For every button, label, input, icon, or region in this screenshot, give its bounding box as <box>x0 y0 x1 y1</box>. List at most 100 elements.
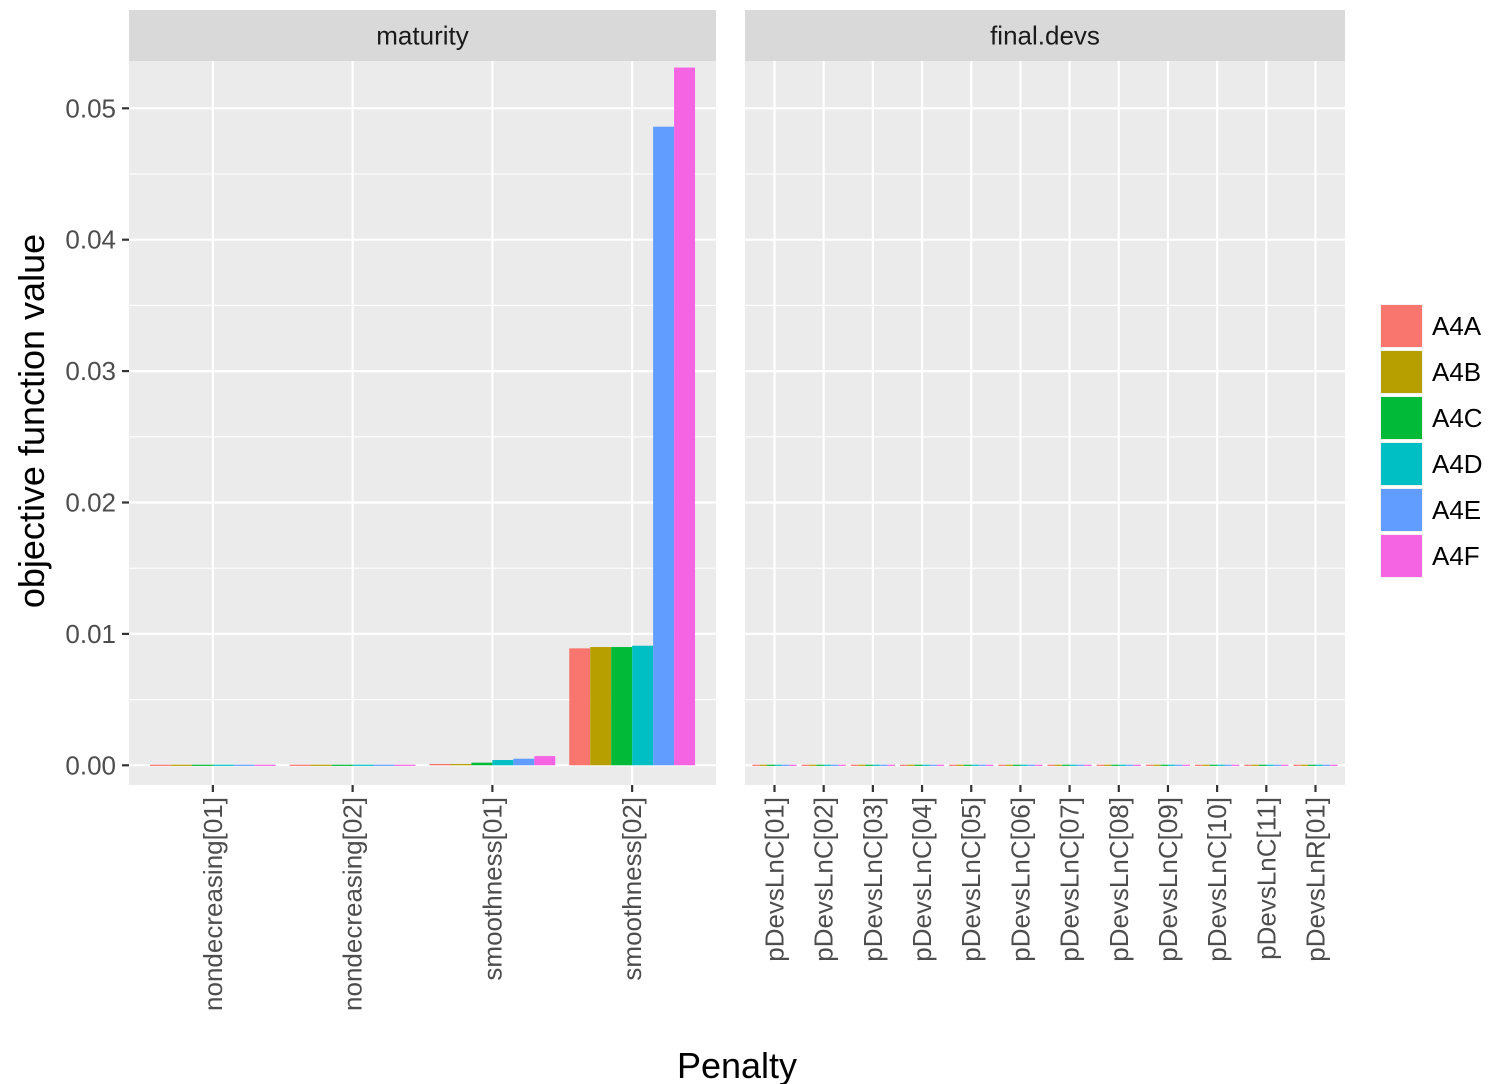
bar-a4a-pdevslnr-01 <box>1293 764 1301 766</box>
bar-a4d-smoothness-01 <box>492 760 514 766</box>
bar-a4a-pdevslnc-08 <box>1096 764 1105 766</box>
bar-a4b-pdevslnc-11 <box>1251 764 1259 766</box>
bar-a4d-pdevslnc-02 <box>823 764 832 766</box>
bar-a4e-pdevslnc-08 <box>1126 764 1134 766</box>
bar-a4b-pdevslnc-05 <box>956 764 964 766</box>
bar-a4b-smoothness-01 <box>450 763 472 766</box>
x-tick-label: nondecreasing[01] <box>198 797 228 1011</box>
x-tick-label: pDevsLnC[10] <box>1202 797 1232 962</box>
facet-strip-label: maturity <box>376 21 468 51</box>
bar-a4a-pdevslnc-10 <box>1195 764 1203 766</box>
bar-a4c-nondecreasing-02 <box>331 764 353 766</box>
bar-a4a-pdevslnc-04 <box>899 764 908 766</box>
bar-a4a-smoothness-02 <box>569 648 591 766</box>
y-axis: 0.00 0.01 0.02 0.03 0.04 0.05 <box>65 93 129 780</box>
bar-a4c-nondecreasing-01 <box>191 764 213 766</box>
facet-strip <box>129 10 716 61</box>
bar-a4a-pdevslnc-01 <box>752 764 760 766</box>
x-tick-label: pDevsLnC[03] <box>858 797 888 962</box>
facet-strip <box>745 10 1345 61</box>
bar-a4d-pdevslnc-07 <box>1069 764 1077 766</box>
bar-a4e-pdevslnc-04 <box>929 764 937 766</box>
bar-a4f-pdevslnc-11 <box>1281 764 1289 766</box>
bar-a4b-pdevslnc-01 <box>759 764 768 766</box>
bar-a4c-pdevslnc-08 <box>1111 764 1119 766</box>
bar-a4c-pdevslnc-09 <box>1160 764 1168 766</box>
bar-a4a-pdevslnc-09 <box>1145 764 1154 766</box>
bar-a4c-pdevslnc-04 <box>914 764 923 766</box>
legend-item-a4e: A4E <box>1380 488 1481 532</box>
bar-a4f-nondecreasing-02 <box>394 764 416 766</box>
bar-a4d-nondecreasing-02 <box>352 764 374 766</box>
bar-a4e-pdevslnc-01 <box>781 764 790 766</box>
bar-a4c-pdevslnc-01 <box>767 764 775 766</box>
legend-swatch <box>1381 351 1422 393</box>
bar-a4d-pdevslnc-06 <box>1020 764 1028 766</box>
bar-a4d-pdevslnc-11 <box>1266 764 1274 766</box>
y-tick-label: 0.04 <box>65 225 116 255</box>
bar-a4f-nondecreasing-01 <box>254 764 276 766</box>
x-tick-label: pDevsLnC[08] <box>1104 797 1134 962</box>
bar-a4d-pdevslnc-04 <box>922 764 930 766</box>
legend-item-a4f: A4F <box>1380 534 1480 578</box>
legend: A4A A4B A4C A4D A4E A4F <box>1380 304 1483 578</box>
bar-a4b-pdevslnr-01 <box>1300 764 1309 766</box>
legend-label: A4C <box>1432 403 1483 433</box>
bar-a4d-nondecreasing-01 <box>212 764 234 766</box>
legend-label: A4A <box>1432 311 1482 341</box>
legend-label: A4E <box>1432 495 1481 525</box>
bar-a4b-nondecreasing-01 <box>170 764 192 766</box>
bar-a4b-pdevslnc-02 <box>808 764 817 766</box>
facet-strip-label: final.devs <box>990 21 1100 51</box>
bar-a4e-pdevslnc-11 <box>1273 764 1282 766</box>
bar-a4b-smoothness-02 <box>590 647 612 766</box>
bar-a4f-pdevslnr-01 <box>1330 764 1338 766</box>
x-tick-label: nondecreasing[02] <box>338 797 368 1011</box>
bar-a4f-pdevslnc-10 <box>1231 764 1240 766</box>
legend-label: A4F <box>1432 541 1480 571</box>
bar-a4f-pdevslnc-08 <box>1133 764 1141 766</box>
bar-a4f-pdevslnc-06 <box>1035 764 1043 766</box>
legend-swatch <box>1381 305 1422 347</box>
y-tick-label: 0.01 <box>65 619 116 649</box>
bar-a4d-pdevslnc-09 <box>1167 764 1176 766</box>
bar-a4e-nondecreasing-02 <box>373 764 395 766</box>
bar-a4e-pdevslnc-06 <box>1027 764 1036 766</box>
x-tick-label: pDevsLnC[02] <box>809 797 839 962</box>
bar-a4b-pdevslnc-09 <box>1153 764 1161 766</box>
x-tick-label: pDevsLnC[05] <box>956 797 986 962</box>
bar-a4a-pdevslnc-06 <box>998 764 1006 766</box>
y-tick-label: 0.05 <box>65 93 116 123</box>
x-tick-label: smoothness[02] <box>617 797 647 981</box>
x-tick-label: pDevsLnC[09] <box>1153 797 1183 962</box>
x-tick-label: pDevsLnR[01] <box>1300 797 1330 962</box>
bar-a4c-pdevslnc-02 <box>816 764 824 766</box>
x-axis-title: Penalty <box>677 1045 797 1084</box>
y-tick-label: 0.02 <box>65 487 116 517</box>
bar-a4a-pdevslnc-05 <box>949 764 957 766</box>
x-tick-label: pDevsLnC[04] <box>907 797 937 962</box>
y-tick-label: 0.03 <box>65 356 116 386</box>
legend-label: A4B <box>1432 357 1481 387</box>
legend-swatch <box>1381 489 1422 531</box>
bar-a4d-pdevslnc-03 <box>872 764 881 766</box>
bar-a4c-pdevslnc-11 <box>1258 764 1267 766</box>
bar-a4c-pdevslnc-07 <box>1062 764 1070 766</box>
bar-a4b-pdevslnc-08 <box>1104 764 1112 766</box>
bar-a4a-pdevslnc-02 <box>801 764 809 766</box>
bar-a4e-smoothness-02 <box>653 126 675 766</box>
bar-a4a-nondecreasing-01 <box>149 764 171 766</box>
x-tick-label: pDevsLnC[07] <box>1055 797 1085 962</box>
legend-swatch <box>1381 443 1422 485</box>
bar-a4e-pdevslnc-02 <box>831 764 839 766</box>
bar-a4d-pdevslnc-05 <box>971 764 979 766</box>
bar-a4e-pdevslnc-07 <box>1076 764 1085 766</box>
bar-a4d-pdevslnc-10 <box>1217 764 1225 766</box>
legend-item-a4d: A4D <box>1380 442 1483 486</box>
bar-a4d-pdevslnr-01 <box>1315 764 1323 766</box>
bar-a4f-pdevslnc-01 <box>789 764 797 766</box>
y-axis-title: objective function value <box>11 234 52 608</box>
bar-a4f-pdevslnc-09 <box>1182 764 1191 766</box>
bar-a4e-nondecreasing-01 <box>233 764 255 766</box>
